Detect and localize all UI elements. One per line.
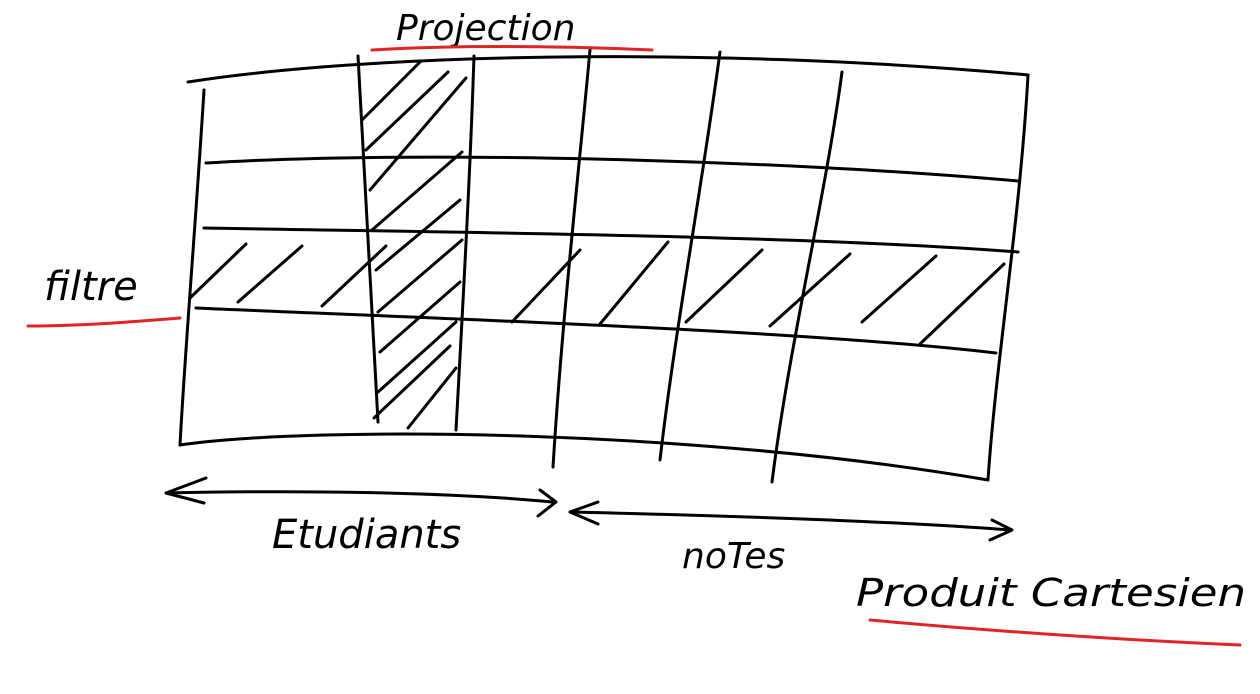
table-right-border bbox=[986, 73, 1030, 482]
row-line-1 bbox=[204, 155, 1020, 183]
table-bottom-border bbox=[178, 432, 990, 482]
column-line-5 bbox=[770, 70, 844, 484]
etudiants-label: Etudiants bbox=[272, 512, 461, 558]
table-top-border bbox=[186, 55, 1030, 84]
etudiants-arrow bbox=[164, 476, 558, 518]
table-grid bbox=[178, 48, 1030, 484]
column-line-3 bbox=[551, 48, 592, 469]
column-line-4 bbox=[658, 50, 722, 462]
produit-cartesien-underline bbox=[868, 618, 1242, 647]
row-line-2 bbox=[202, 226, 1020, 254]
projection-label: Projection bbox=[396, 8, 575, 49]
filtre-label: filtre bbox=[44, 264, 138, 310]
projection-column-hatch bbox=[360, 60, 468, 430]
notes-label: noTes bbox=[682, 536, 785, 577]
column-line-2 bbox=[454, 54, 476, 432]
table-left-border bbox=[178, 88, 206, 447]
filtre-underline bbox=[26, 316, 182, 328]
filter-row-hatch bbox=[188, 240, 1006, 346]
projection-underline bbox=[370, 45, 654, 52]
notes-arrow bbox=[568, 500, 1014, 542]
column-line-1 bbox=[356, 54, 380, 424]
produit-cartesien-label: Produit Cartesien bbox=[856, 571, 1246, 615]
row-line-3 bbox=[194, 306, 998, 355]
